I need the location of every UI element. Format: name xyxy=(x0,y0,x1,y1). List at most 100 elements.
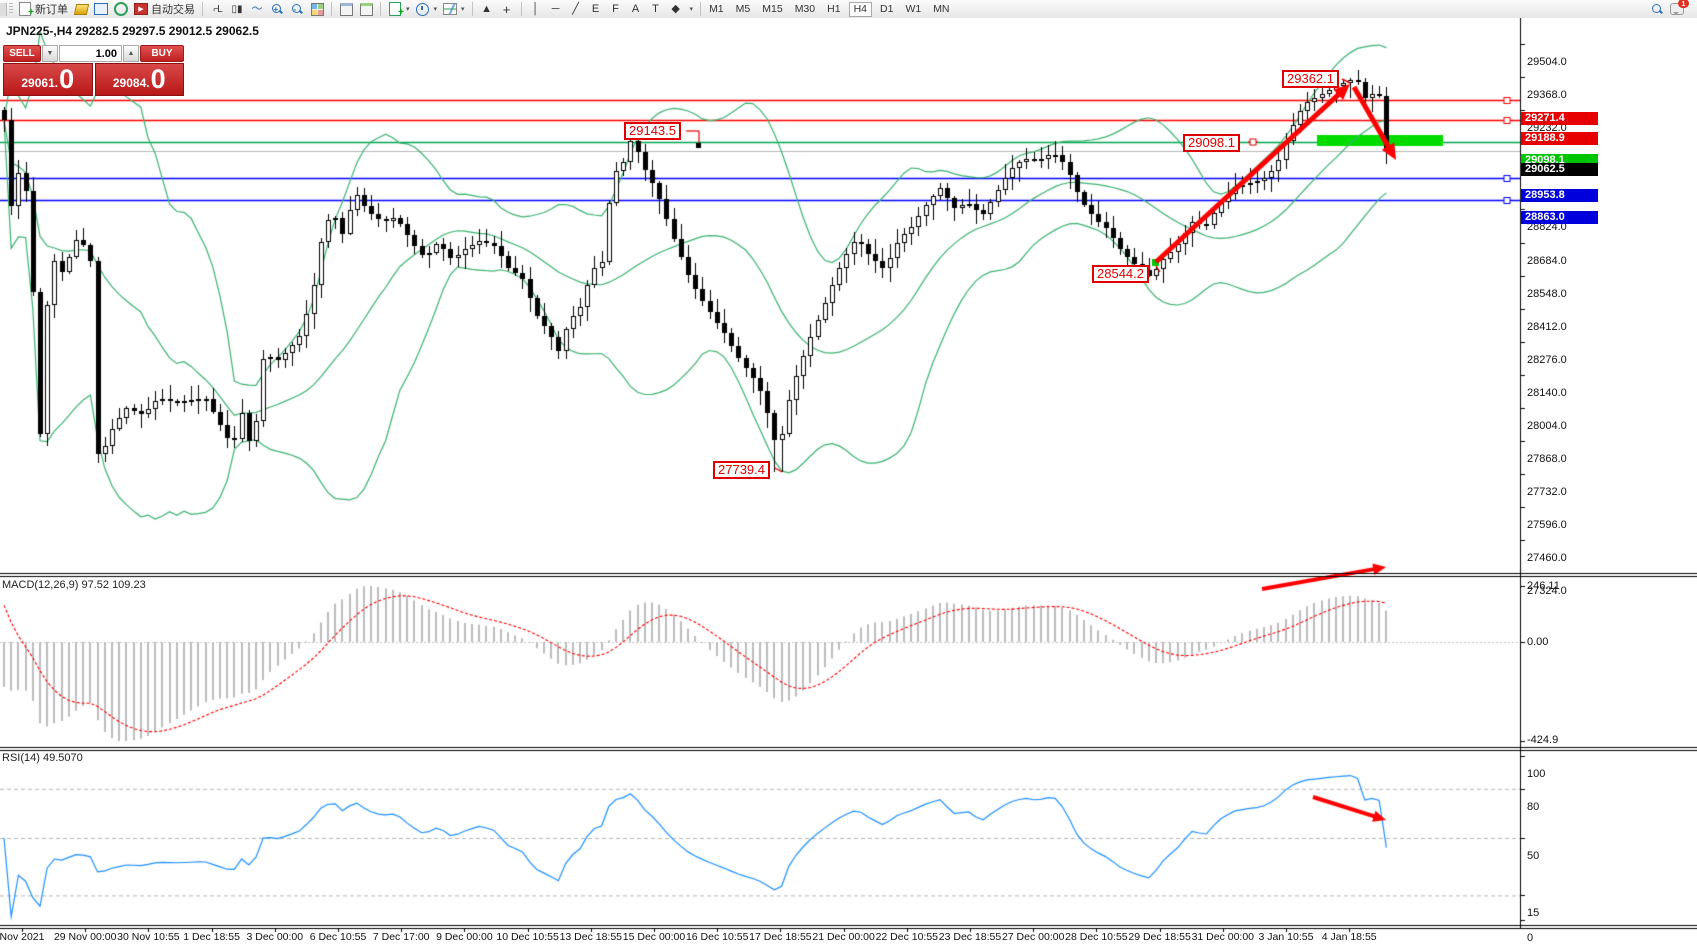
time-axis-label: 30 Nov 10:55 xyxy=(117,931,180,943)
toolbar: 新订单 ▶ 自动交易 ⌐L ▯▮ 〜 + - ▾ ▾ ▾ ▲ + │ ─ ╱ EFAT… xyxy=(0,0,1697,19)
timeframe-mn-button[interactable]: MN xyxy=(933,2,950,15)
notifications-icon: 1 xyxy=(1670,0,1689,16)
price-axis-tick: 27596.0 xyxy=(1527,518,1567,531)
profiles-button[interactable] xyxy=(71,1,91,17)
navigator-button[interactable] xyxy=(111,1,131,17)
market-watch-button[interactable] xyxy=(91,1,111,17)
vertical-line-button[interactable]: │ xyxy=(526,1,546,17)
vertical-line-icon: │ xyxy=(532,2,539,15)
volume-decrease-button[interactable]: ▼ xyxy=(42,45,58,62)
macd-axis-max: 246.11 xyxy=(1527,580,1560,592)
template-icon xyxy=(443,3,458,16)
timeframe-w1-button[interactable]: W1 xyxy=(905,2,922,15)
time-axis-label: 9 Dec 00:00 xyxy=(436,931,493,943)
equidistant-channel-icon: E xyxy=(591,2,600,15)
time-axis-label: 23 Dec 18:55 xyxy=(938,931,1002,943)
equidistant-channel-button[interactable]: E xyxy=(586,1,606,17)
period-button[interactable]: ▾ xyxy=(413,1,441,17)
auto-trading-button[interactable]: ▶ 自动交易 xyxy=(131,1,198,17)
new-order-icon xyxy=(18,2,34,19)
toolbar-separator xyxy=(471,2,473,16)
time-axis-label: 28 Dec 10:55 xyxy=(1065,931,1128,943)
horizontal-line-button[interactable]: ─ xyxy=(546,1,566,17)
trendline-button[interactable]: ╱ xyxy=(566,1,586,17)
price-axis-tick: 28004.0 xyxy=(1527,419,1567,432)
time-axis-label: 1 Dec 18:55 xyxy=(183,931,240,943)
text-label-button[interactable]: T xyxy=(646,1,666,17)
price-axis-tick: 27324.0 xyxy=(1527,584,1567,597)
timeframe-m30-button[interactable]: M30 xyxy=(794,2,816,15)
sell-price-panel[interactable]: 29061. 0 xyxy=(3,63,93,96)
price-axis-badge: 28863.0 xyxy=(1521,211,1598,225)
cascade-windows-button[interactable] xyxy=(336,1,356,17)
text-label-icon: T xyxy=(652,2,659,15)
text-button[interactable]: A xyxy=(626,1,646,17)
new-chart-button[interactable]: ▾ xyxy=(385,1,413,19)
price-annotation[interactable]: 29143.5 xyxy=(624,122,681,140)
timeframe-m5-button[interactable]: M5 xyxy=(735,2,751,15)
arrange-windows-icon xyxy=(359,2,373,16)
price-axis-tick: 27732.0 xyxy=(1527,485,1567,498)
horizontal-line-icon: ─ xyxy=(551,2,560,15)
clipped-edge-icon xyxy=(0,2,7,16)
text-icon: A xyxy=(631,2,640,15)
tile-windows-button[interactable] xyxy=(307,1,327,17)
price-annotation[interactable]: 27739.4 xyxy=(713,461,770,479)
template-button[interactable]: ▾ xyxy=(440,1,468,17)
price-axis-tick: 28276.0 xyxy=(1527,353,1567,366)
new-chart-icon xyxy=(388,2,404,19)
cursor-button[interactable]: ▲ xyxy=(477,1,497,17)
volume-input[interactable]: 1.00 xyxy=(59,45,122,62)
rsi-axis-tick: 0 xyxy=(1527,932,1534,944)
clock-icon xyxy=(416,2,430,16)
rsi-axis-tick: 80 xyxy=(1527,800,1540,813)
candlestick-chart-icon: ▯▮ xyxy=(231,3,243,15)
candlestick-chart-button[interactable]: ▯▮ xyxy=(227,1,247,17)
cursor-icon: ▲ xyxy=(481,2,492,15)
time-axis-label: 29 Nov 00:00 xyxy=(53,931,117,943)
new-order-label: 新订单 xyxy=(35,4,68,16)
macd-axis-zero: 0.00 xyxy=(1527,636,1549,648)
timeframe-m15-button[interactable]: M15 xyxy=(762,2,783,15)
shapes-icon: ◆ xyxy=(671,2,680,15)
notifications-button[interactable]: 1 xyxy=(1667,0,1689,17)
shapes-dropdown-button[interactable]: ▾ xyxy=(689,6,694,13)
buy-price-panel[interactable]: 29084. 0 xyxy=(94,63,184,96)
timeframe-d1-button[interactable]: D1 xyxy=(880,2,894,15)
new-order-button[interactable]: 新订单 xyxy=(15,1,71,19)
timeframe-m1-button[interactable]: M1 xyxy=(709,2,724,15)
zoom-in-button[interactable]: + xyxy=(267,1,287,17)
bar-chart-button[interactable]: ⌐L xyxy=(207,1,227,17)
toolbar-separator xyxy=(202,2,203,16)
buy-button[interactable]: BUY xyxy=(140,45,184,62)
market-watch-icon xyxy=(94,3,108,16)
line-chart-button[interactable]: 〜 xyxy=(247,1,267,17)
price-axis-tick: 27868.0 xyxy=(1527,452,1567,465)
volume-increase-button[interactable]: ▲ xyxy=(123,45,139,62)
drawing-tools-group: │ ─ ╱ E F A T ◆ xyxy=(526,1,686,17)
price-annotation[interactable]: 29098.1 xyxy=(1183,134,1240,152)
chart-canvas[interactable] xyxy=(0,18,1697,944)
zoom-in-icon: + xyxy=(270,3,284,16)
fibonacci-button[interactable]: F xyxy=(606,1,626,17)
toolbar-separator xyxy=(520,2,522,16)
arrange-windows-button[interactable] xyxy=(356,1,376,17)
price-annotation[interactable]: 28544.2 xyxy=(1092,265,1149,283)
sell-button[interactable]: SELL xyxy=(3,45,41,62)
macd-values: 97.52 109.23 xyxy=(81,579,146,591)
crosshair-icon: + xyxy=(502,1,511,17)
shapes-button[interactable]: ◆ xyxy=(666,1,686,17)
timeframe-h1-button[interactable]: H1 xyxy=(827,2,841,15)
time-axis-label: 16 Dec 10:55 xyxy=(685,931,749,943)
price-annotation[interactable]: 29362.1 xyxy=(1282,70,1339,88)
price-axis-tick: 28412.0 xyxy=(1527,320,1567,333)
search-button[interactable] xyxy=(1647,1,1667,17)
crosshair-button[interactable]: + xyxy=(497,1,517,17)
trendline-icon: ╱ xyxy=(572,2,579,15)
price-axis-tick: 28684.0 xyxy=(1527,254,1567,267)
sell-price: 29061. xyxy=(21,76,59,90)
rsi-value: 49.5070 xyxy=(42,752,83,764)
zoom-out-button[interactable]: - xyxy=(287,1,307,17)
line-chart-icon: 〜 xyxy=(251,2,263,15)
timeframe-h4-button[interactable]: H4 xyxy=(848,1,872,17)
